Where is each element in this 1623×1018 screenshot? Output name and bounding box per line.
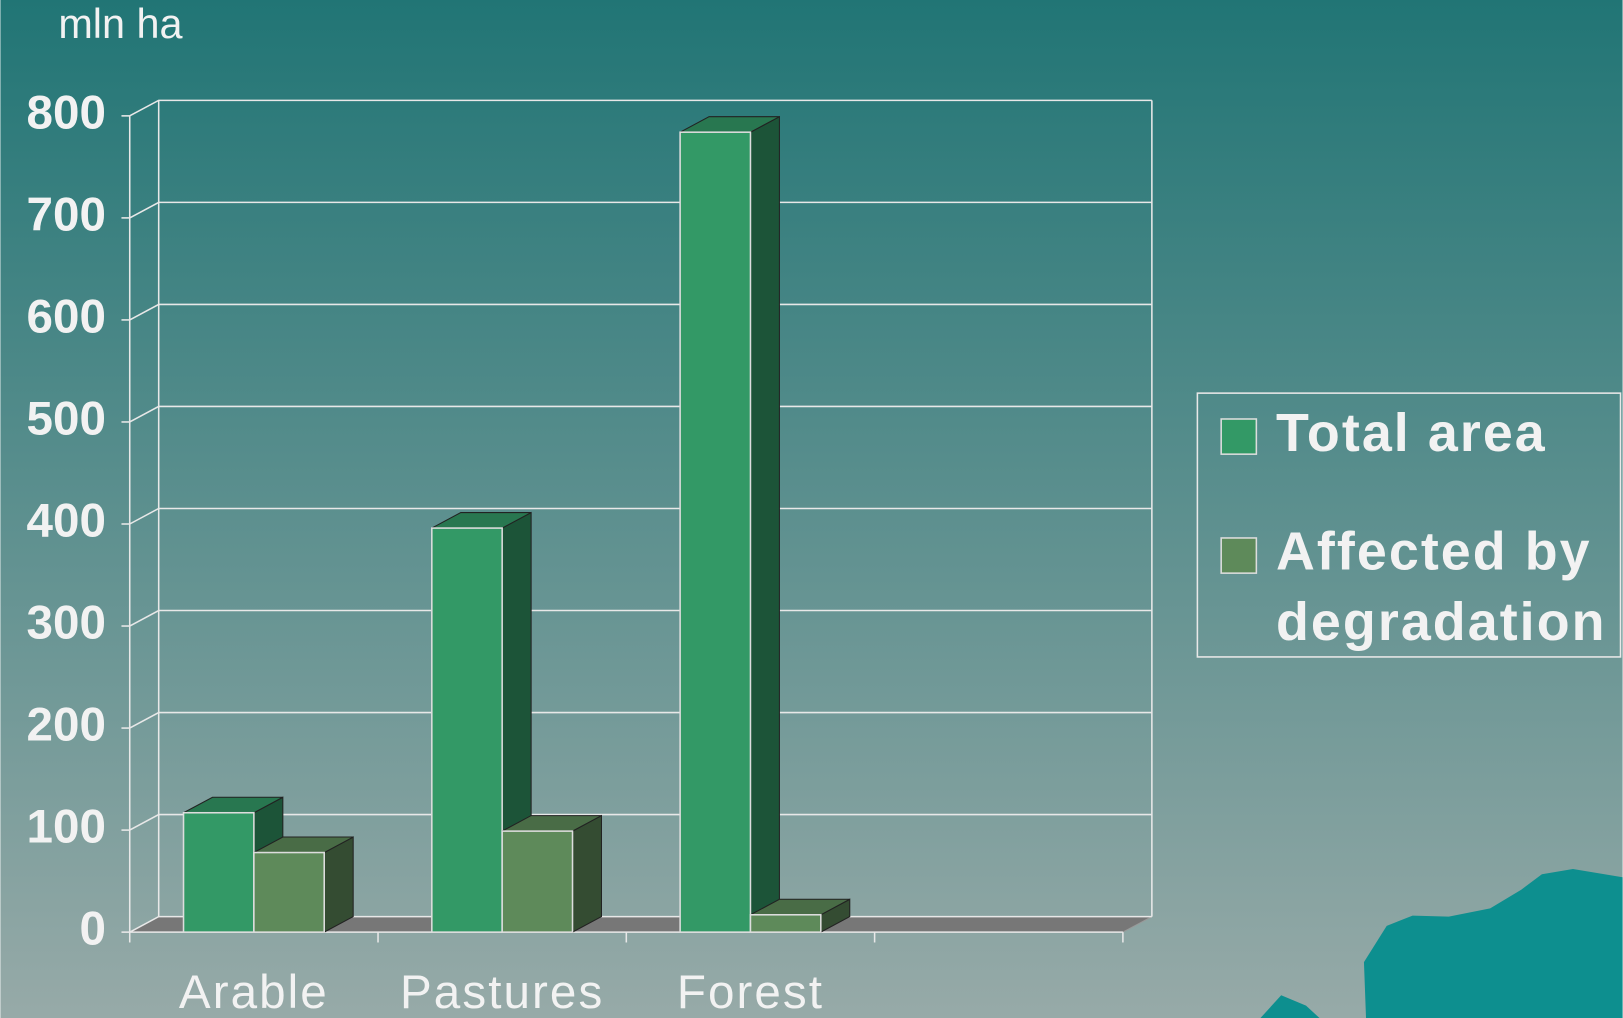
y-tick-label: 700 (27, 188, 106, 241)
y-tick-label: 300 (27, 597, 106, 650)
bar-side (323, 836, 354, 933)
legend-swatch (1220, 418, 1258, 455)
bar (749, 914, 822, 933)
decoration (1363, 869, 1623, 1018)
grid-line (129, 609, 1152, 627)
legend-swatch (1220, 537, 1258, 574)
grid-line (129, 303, 1152, 321)
y-tick-label: 500 (27, 393, 106, 446)
bar (431, 527, 503, 933)
y-tick-label: 200 (27, 699, 106, 752)
grid-line (129, 813, 1152, 831)
x-tick-label: Pastures (400, 966, 604, 1018)
legend-label: Total area (1276, 403, 1547, 463)
plot-area: 0 100 200 300 400 500 600 700 800 Arable Pastures F… (27, 86, 1153, 1018)
bar-side (572, 814, 603, 933)
grid-line (129, 507, 1152, 525)
y-tick-label: 600 (27, 290, 106, 343)
x-tick-label: Forest (677, 966, 824, 1018)
bar-side (749, 115, 780, 933)
y-tick-label: 0 (79, 903, 105, 956)
decoration (1260, 995, 1320, 1018)
grid-line (129, 405, 1152, 423)
y-tick-label: 800 (27, 86, 106, 139)
grid-line (129, 201, 1152, 219)
grid-line (129, 711, 1152, 729)
grid-line (129, 99, 1152, 117)
y-tick-label: 400 (27, 495, 106, 548)
x-tick-label: Arable (179, 966, 329, 1018)
bar (679, 131, 752, 933)
bar (182, 811, 255, 933)
bar (253, 851, 326, 933)
legend: Total area Affected by degradation (1220, 403, 1607, 652)
legend-box (1196, 392, 1622, 658)
legend-label: Affected by degradation (1276, 522, 1607, 652)
y-axis-label: mln ha (58, 1, 183, 47)
bar (501, 830, 574, 933)
y-tick-label: 100 (27, 801, 106, 854)
